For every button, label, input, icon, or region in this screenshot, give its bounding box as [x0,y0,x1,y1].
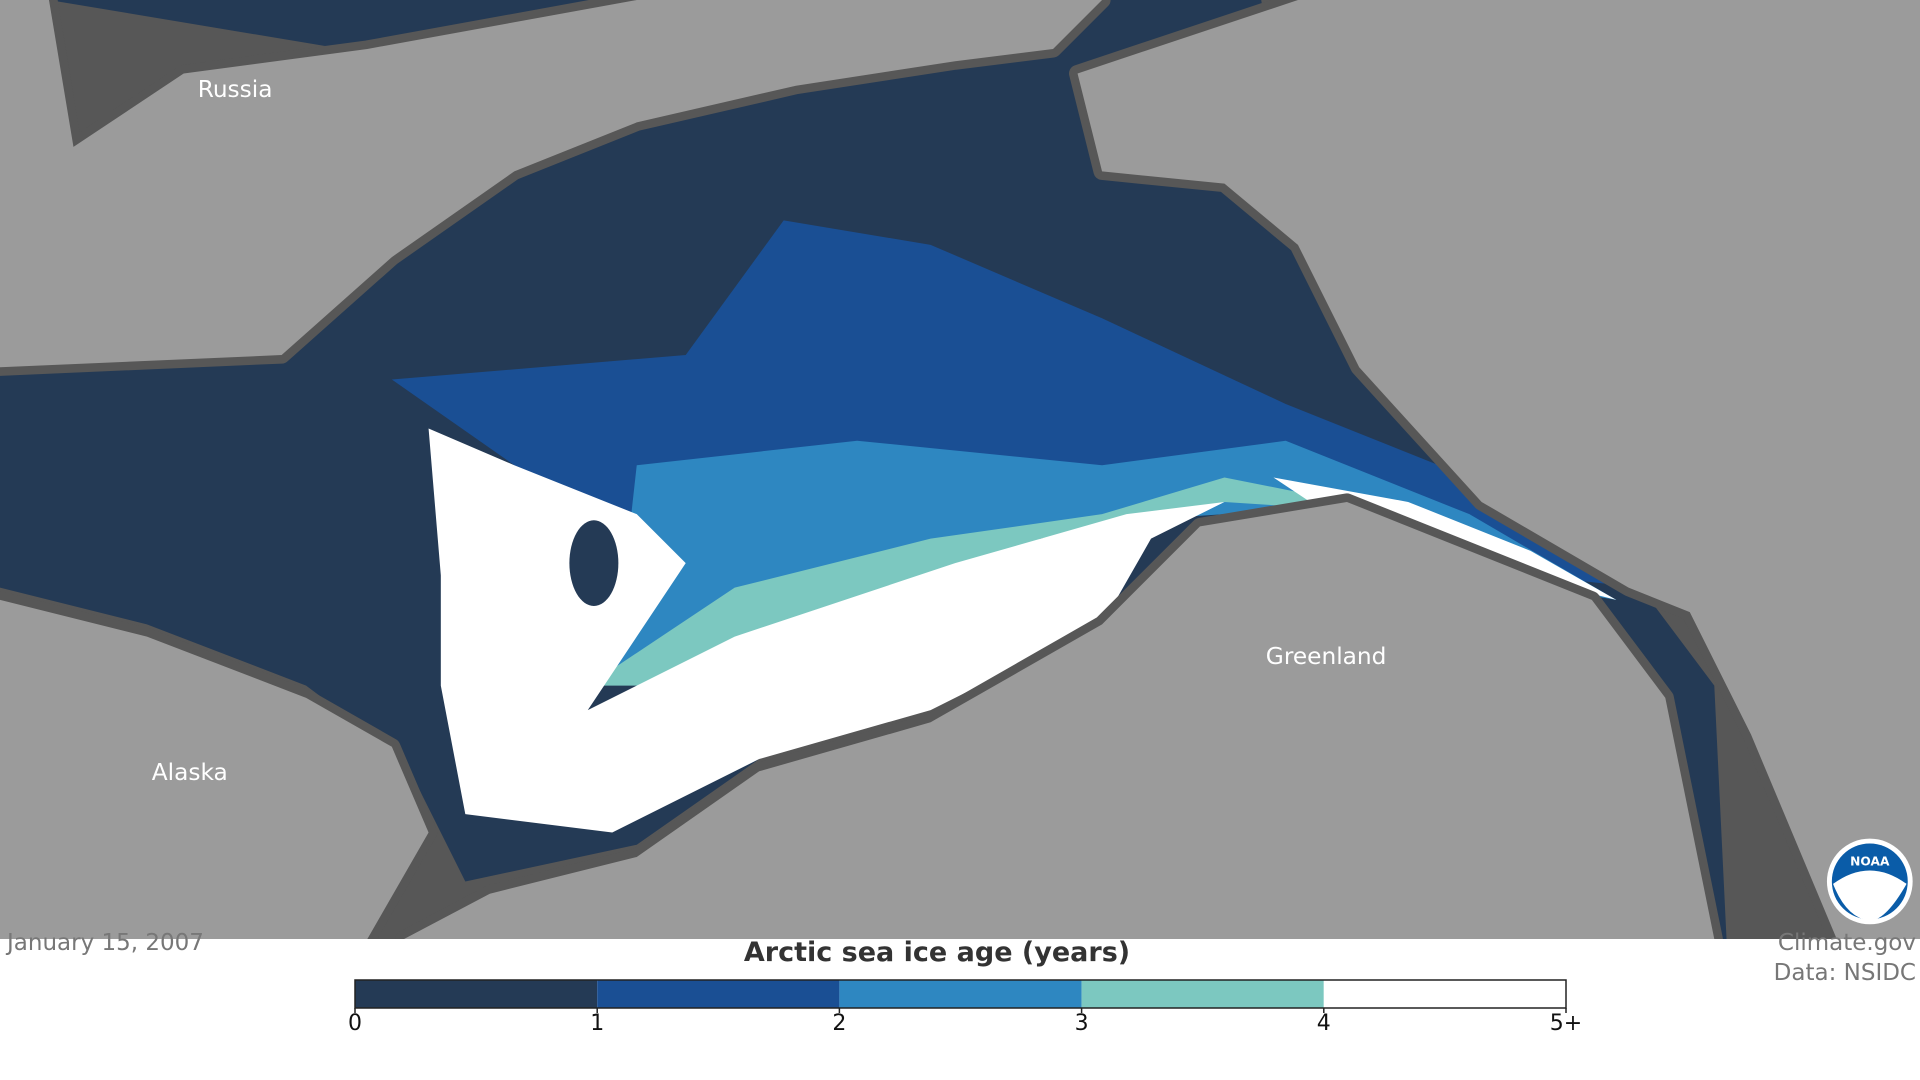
colorbar-segment [1323,980,1566,1008]
land-russia [0,0,1111,376]
place-label: Russia [198,76,273,103]
tick-label: 1 [590,1011,604,1036]
land-greenland-canada [395,493,1723,939]
land-greenland-north [1068,0,1920,939]
colorbar-border [354,979,1567,1009]
place-label: Alaska [152,759,228,786]
tick-label: 5+ [1550,1011,1582,1036]
colorbar-segment [597,980,840,1008]
tick-label: 3 [1075,1011,1089,1036]
noaa-logo: NOAA [1826,838,1913,925]
land-alaska [0,591,438,939]
map: Russia Alaska Greenland NOAA [0,0,1920,939]
svg-text:NOAA: NOAA [1850,855,1890,869]
ice-gap [569,520,619,607]
tick-label: 2 [832,1011,846,1036]
colorbar-segment [355,980,598,1008]
credit: Data: NSIDC [1774,960,1916,986]
tick-label: 0 [348,1011,362,1036]
place-label: Greenland [1266,643,1387,670]
ice-age-4 [428,428,1617,833]
tick-label: 4 [1317,1011,1331,1036]
legend-title: Arctic sea ice age (years) [744,937,1130,968]
colorbar-segment [1081,980,1324,1008]
colorbar: 0 1 2 3 4 5+ [348,979,1582,1036]
colorbar-segment [839,980,1082,1008]
